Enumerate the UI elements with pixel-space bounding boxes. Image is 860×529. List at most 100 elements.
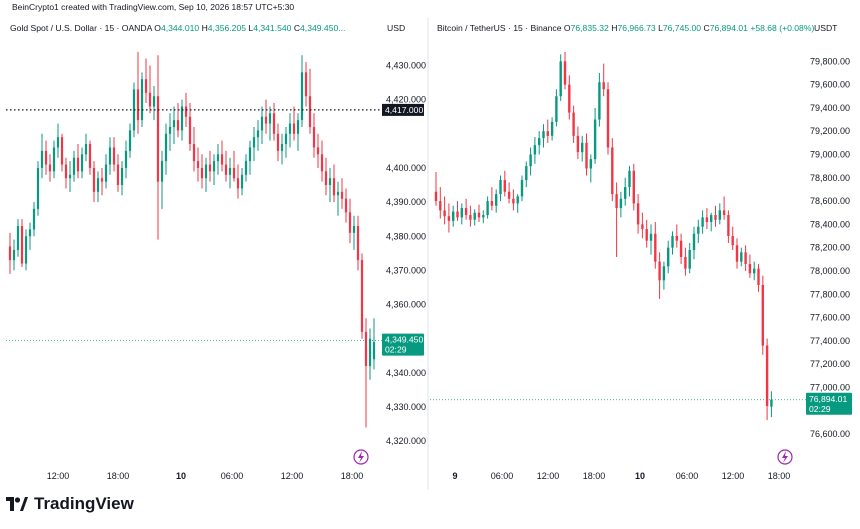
candle <box>443 196 446 225</box>
y-tick-label: 78,000.00 <box>810 266 850 276</box>
candle <box>641 212 644 239</box>
candle <box>550 117 554 141</box>
candle <box>636 194 640 234</box>
candle <box>200 154 204 189</box>
x-tick-label: 18:00 <box>107 471 130 481</box>
candle <box>192 126 196 172</box>
y-tick-label: 4,380.000 <box>386 231 426 241</box>
candle <box>495 189 498 213</box>
candle <box>447 203 451 233</box>
candle <box>52 140 56 179</box>
legend-val-l: 76,745.00 <box>663 23 704 33</box>
candle <box>356 215 360 271</box>
candle <box>364 318 368 428</box>
candle <box>332 164 336 203</box>
candle <box>140 72 144 127</box>
candle <box>469 205 472 227</box>
candle <box>116 154 120 192</box>
candle <box>72 150 76 182</box>
legend-val-c: 4,349.450... <box>300 23 345 33</box>
x-tick-label: 06:00 <box>221 471 244 481</box>
candle <box>482 210 485 224</box>
last-price-tag <box>382 333 424 356</box>
y-tick-label: 4,320.000 <box>386 436 426 446</box>
candle <box>727 210 730 244</box>
candle <box>731 226 734 250</box>
last-price-tag <box>806 392 852 415</box>
candle <box>120 161 124 196</box>
candle <box>589 154 592 183</box>
candle <box>372 318 376 370</box>
candle <box>662 261 666 290</box>
y-tick-label: 77,600.00 <box>810 313 850 323</box>
y-tick-label: 4,390.000 <box>386 197 426 207</box>
candle <box>649 224 653 255</box>
candle <box>667 240 670 274</box>
candle <box>744 245 747 271</box>
x-tick-label: 06:00 <box>676 471 699 481</box>
x-tick-label: 12:00 <box>281 471 304 481</box>
crosshair-tag <box>382 103 424 116</box>
candle <box>611 138 614 202</box>
candle <box>688 243 691 274</box>
candle <box>598 72 601 127</box>
candle <box>96 171 100 203</box>
candle <box>770 391 773 418</box>
x-tick-label: 12:00 <box>47 471 70 481</box>
y-tick-label: 79,200.00 <box>810 126 850 136</box>
y-tick-label: 79,800.00 <box>810 56 850 66</box>
candle <box>316 133 320 168</box>
candle <box>216 144 220 175</box>
candle <box>264 99 268 134</box>
legend-val-o: 4,344.010 <box>161 23 202 33</box>
countdown-value: 02:29 <box>809 404 831 414</box>
candle <box>12 239 16 271</box>
y-tick-label: 79,600.00 <box>810 80 850 90</box>
candle <box>28 222 32 250</box>
candle <box>100 167 104 196</box>
candle <box>352 215 356 250</box>
candle <box>188 103 192 151</box>
candle <box>212 154 216 186</box>
candle <box>499 175 502 202</box>
candle <box>679 233 683 264</box>
candle <box>220 140 224 172</box>
candle <box>757 263 760 292</box>
btc-lightning-icon[interactable] <box>777 449 793 465</box>
y-tick-label: 78,400.00 <box>810 219 850 229</box>
candle <box>92 161 96 203</box>
candle <box>464 198 468 220</box>
candle <box>761 275 764 355</box>
gold-lightning-icon[interactable] <box>353 449 369 465</box>
candle <box>753 261 756 281</box>
candle <box>654 222 657 269</box>
candle <box>32 202 36 237</box>
candle <box>280 133 284 165</box>
candle <box>68 161 72 192</box>
y-tick-label: 4,420.000 <box>386 95 426 105</box>
candle <box>671 231 674 255</box>
candle <box>460 203 463 225</box>
candle <box>244 154 248 182</box>
candle <box>336 181 340 216</box>
candle <box>503 170 506 197</box>
candle <box>456 201 459 221</box>
tradingview-credit: BeinCrypto1 created with TradingView.com… <box>12 2 294 12</box>
candle <box>248 140 252 175</box>
tradingview-logo-icon <box>6 497 28 511</box>
candle <box>228 157 232 189</box>
candle <box>710 212 713 232</box>
legend-key-c: C <box>703 23 709 33</box>
candle <box>112 137 116 172</box>
candle <box>80 147 84 179</box>
x-tick-label: 10 <box>176 471 186 481</box>
x-tick-label: 12:00 <box>722 471 745 481</box>
candle <box>64 157 68 189</box>
candle <box>507 182 511 204</box>
legend-title: Bitcoin / TetherUS · 15 · Binance <box>437 23 564 33</box>
x-tick-label: 18:00 <box>583 471 606 481</box>
candle <box>439 187 442 219</box>
candle <box>538 131 541 155</box>
candle <box>232 150 236 182</box>
candle <box>692 226 696 260</box>
